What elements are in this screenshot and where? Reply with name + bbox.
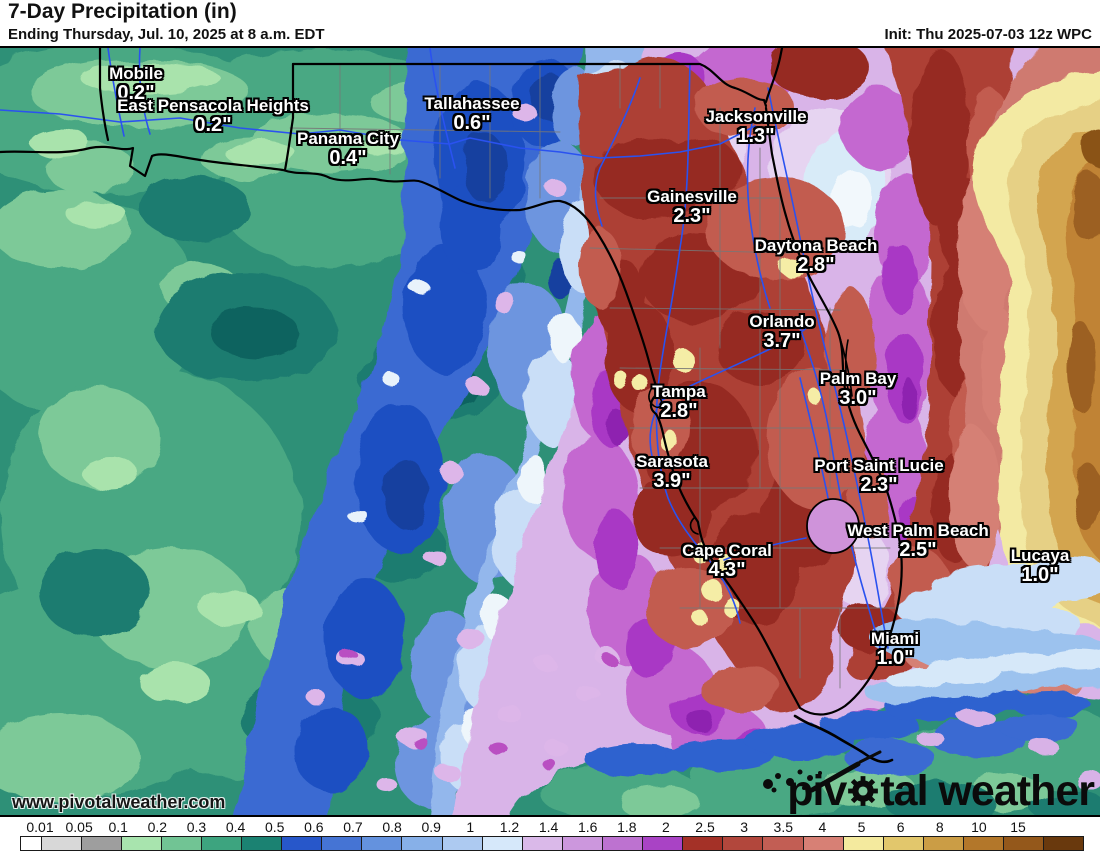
legend-tick-label: 0.6 — [304, 819, 324, 835]
legend-cell — [642, 837, 683, 850]
model-init-label: Init: Thu 2025-07-03 12z WPC — [884, 26, 1092, 43]
legend-tick-label: 6 — [896, 819, 905, 835]
precip-shading — [0, 48, 1100, 815]
legend-cell — [802, 837, 843, 850]
legend-tick-label: 8 — [935, 819, 944, 835]
legend-tick-label: 0.9 — [421, 819, 441, 835]
legend-cell — [842, 837, 883, 850]
valid-time-subtitle: Ending Thursday, Jul. 10, 2025 at 8 a.m.… — [8, 26, 325, 43]
roads-rivers — [0, 48, 889, 649]
legend-cell — [120, 837, 161, 850]
legend-cell — [160, 837, 201, 850]
legend-cell — [441, 837, 482, 850]
header: 7-Day Precipitation (in) Ending Thursday… — [0, 0, 1100, 46]
legend-cell — [40, 837, 81, 850]
legend-cell — [722, 837, 763, 850]
legend-tick-label: 2.5 — [695, 819, 715, 835]
legend-cell — [1003, 837, 1044, 850]
legend-tick-label: 1.6 — [577, 819, 598, 835]
site-url-watermark: www.pivotalweather.com — [12, 792, 226, 812]
legend-cell — [602, 837, 643, 850]
legend-tick-label: 0.01 — [26, 819, 54, 835]
logo-text-left: piv — [787, 767, 847, 815]
legend-tick-label: 0.1 — [108, 819, 128, 835]
legend-cell — [21, 837, 41, 850]
legend-tick-label: 0.2 — [147, 819, 168, 835]
legend-cell — [281, 837, 322, 850]
legend-tick-label: 1.8 — [617, 819, 637, 835]
legend-cell — [762, 837, 803, 850]
legend-cell — [241, 837, 282, 850]
legend-cell — [682, 837, 723, 850]
coastline — [0, 48, 903, 764]
legend-tick-label: 10 — [971, 819, 987, 835]
legend-cell — [200, 837, 242, 850]
legend-tick-label: 3 — [740, 819, 749, 835]
legend-cell — [321, 837, 362, 850]
logo-text-right: tal weather — [880, 767, 1095, 815]
logo-splatter — [763, 750, 882, 793]
legend-cell — [481, 837, 522, 850]
lake-okeechobee — [806, 498, 860, 554]
gear-icon — [846, 773, 880, 816]
legend-tick-label: 1.2 — [499, 819, 520, 835]
legend-cell — [361, 837, 402, 850]
precip-map — [0, 46, 1100, 817]
legend-tick-label: 0.4 — [225, 819, 246, 835]
legend-tick-label: 4 — [818, 819, 827, 835]
county-borders — [289, 63, 896, 689]
legend-colorbar — [20, 836, 1085, 851]
precip-legend: 0.01 0.05 0.1 0.2 0.3 0.4 0.5 0.6 0.7 0.8 0.9 1 1.2 1… — [0, 817, 1100, 851]
legend-cell — [882, 837, 923, 850]
legend-tick-label: 0.5 — [264, 819, 285, 835]
legend-tick-label: 0.7 — [343, 819, 363, 835]
legend-tick-label: 1 — [466, 819, 475, 835]
legend-cell — [80, 837, 121, 850]
legend-tick-label: 2 — [662, 819, 670, 835]
legend-tick-label: 5 — [857, 819, 866, 835]
legend-tick-label: 15 — [1010, 819, 1026, 835]
legend-cell — [521, 837, 562, 850]
legend-tick-label: 0.05 — [65, 819, 93, 835]
legend-cell — [561, 837, 603, 850]
legend-tick-label: 3.5 — [773, 819, 793, 835]
page-title: 7-Day Precipitation (in) — [8, 0, 237, 23]
legend-cell — [1043, 837, 1084, 850]
legend-cell — [963, 837, 1004, 850]
pivotal-weather-logo: piv tal weather — [787, 767, 1095, 816]
legend-tick-label: 1.4 — [538, 819, 559, 835]
legend-cell — [401, 837, 442, 850]
precip-map-svg — [0, 48, 1100, 815]
legend-tick-label: 0.3 — [186, 819, 207, 835]
legend-tick-label: 0.8 — [382, 819, 402, 835]
legend-cell — [922, 837, 964, 850]
